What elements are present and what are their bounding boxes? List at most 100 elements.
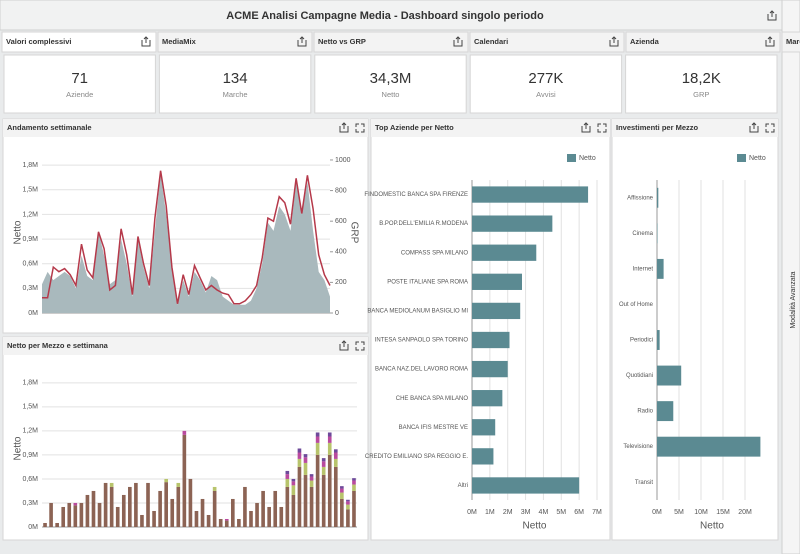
fullscreen-icon[interactable] — [765, 123, 775, 133]
bar-segment — [285, 474, 290, 479]
x-tick-label: 3M — [521, 509, 531, 516]
tab[interactable] — [625, 31, 781, 53]
export-icon[interactable] — [339, 340, 349, 351]
bar-segment — [297, 448, 302, 453]
bar-segment — [212, 490, 217, 527]
category-label: Altri — [458, 483, 468, 489]
category-label: FINDOMESTIC BANCA SPA FIRENZE — [364, 192, 468, 198]
category-label: Out of Home — [619, 302, 654, 308]
bar — [657, 365, 682, 386]
bar-segment — [128, 486, 132, 527]
category-label: Radio — [637, 409, 653, 415]
bar — [657, 187, 659, 208]
fullscreen-icon[interactable] — [597, 123, 607, 133]
bar-segment — [255, 502, 259, 527]
bar-segment — [327, 436, 332, 443]
y2-tick-label: 0 — [335, 310, 339, 317]
bar-segment — [309, 474, 314, 477]
bar — [472, 360, 508, 378]
bar-segment — [170, 498, 175, 527]
y-tick-label: 0,9M — [22, 452, 38, 459]
bar-segment — [352, 490, 356, 527]
y2-tick-label: 1000 — [335, 157, 351, 164]
bar-segment — [303, 454, 308, 458]
tab-label[interactable]: MediaMix — [162, 37, 197, 46]
bar-segment — [49, 502, 53, 527]
category-label: Periodici — [630, 338, 653, 344]
export-icon[interactable] — [297, 36, 307, 47]
kpi-value: 277K — [528, 70, 563, 87]
tab-label[interactable]: Calendari — [474, 37, 508, 46]
bar-segment — [152, 510, 156, 527]
export-icon[interactable] — [767, 10, 777, 21]
tab[interactable] — [469, 31, 625, 53]
tab-label[interactable]: Netto vs GRP — [318, 37, 366, 46]
line — [42, 170, 331, 305]
y-tick-label: 1,8M — [22, 380, 38, 387]
bar-segment — [231, 498, 235, 527]
tab-label[interactable]: Valori complessivi — [6, 37, 71, 46]
export-icon[interactable] — [339, 122, 349, 133]
bar-segment — [285, 470, 290, 475]
export-icon[interactable] — [609, 36, 619, 47]
export-icon[interactable] — [765, 36, 775, 47]
tab[interactable] — [781, 31, 800, 53]
bar-segment — [291, 494, 296, 527]
bar-segment — [315, 442, 320, 455]
panel — [611, 118, 779, 541]
x-tick-label: 1M — [485, 509, 495, 516]
bar-segment — [321, 474, 326, 527]
category-label: CHE BANCA SPA MILANO — [396, 396, 469, 402]
category-label: Internet — [633, 266, 654, 272]
tab[interactable] — [313, 31, 469, 53]
bar-segment — [206, 514, 211, 527]
legend-swatch — [567, 154, 576, 162]
bar-segment — [79, 502, 84, 527]
side-strip[interactable] — [781, 0, 800, 554]
export-icon[interactable] — [749, 122, 759, 133]
panel-header — [3, 337, 368, 355]
y-tick-label: 1,2M — [22, 428, 38, 435]
export-icon[interactable] — [581, 122, 591, 133]
panel-title: Andamento settimanale — [7, 123, 92, 132]
y2-tick-label: 600 — [335, 218, 347, 225]
bar-segment — [55, 522, 59, 527]
bar-segment — [73, 505, 78, 527]
x-tick-label: 5M — [674, 509, 684, 516]
kpi-value: 18,2K — [682, 70, 721, 87]
bar-segment — [297, 452, 302, 459]
tab-label[interactable]: Marca — [786, 37, 800, 46]
category-label: INTESA SANPAOLO SPA TORINO — [375, 338, 469, 344]
bar-segment — [212, 486, 217, 491]
tab[interactable] — [157, 31, 313, 53]
bar-segment — [315, 454, 320, 527]
export-icon[interactable] — [453, 36, 463, 47]
category-label: Cinema — [632, 231, 653, 237]
side-label[interactable]: Modalità Avanzata — [790, 271, 797, 328]
tab-label[interactable]: Azienda — [630, 37, 660, 46]
panel-header — [612, 119, 778, 137]
bar-segment — [340, 498, 344, 527]
bar-segment — [352, 480, 356, 485]
bar-segment — [346, 504, 350, 510]
bar-segment — [285, 486, 290, 527]
tab[interactable] — [1, 31, 157, 53]
bar — [472, 244, 537, 261]
x-tick-label: 6M — [574, 509, 584, 516]
fullscreen-icon[interactable] — [355, 123, 365, 133]
export-icon[interactable] — [141, 36, 151, 47]
bar-segment — [321, 466, 326, 475]
bar-segment — [164, 478, 168, 483]
bar-segment — [67, 502, 72, 527]
bar-segment — [333, 449, 338, 453]
y2-axis-label: GRP — [348, 222, 359, 244]
kpi-label: Netto — [382, 90, 400, 99]
bar — [472, 390, 503, 407]
fullscreen-icon[interactable] — [355, 341, 365, 351]
category-label: B.POP.DELL'EMILIA R.MODENA — [379, 221, 468, 227]
category-label: BANCA MEDIOLANUM BASIGLIO MI — [367, 308, 468, 314]
x-tick-label: 4M — [539, 509, 549, 516]
y2-tick-label: 400 — [335, 249, 347, 256]
bar-segment — [243, 486, 247, 527]
panel-header — [3, 119, 368, 137]
